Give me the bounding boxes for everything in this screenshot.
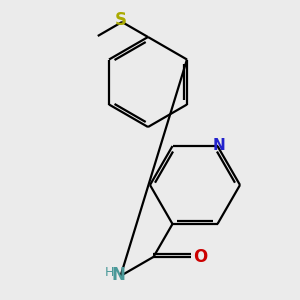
Text: O: O <box>194 248 208 266</box>
Text: H: H <box>105 266 114 279</box>
Text: N: N <box>112 266 125 284</box>
Text: N: N <box>212 137 225 152</box>
Text: S: S <box>115 11 127 29</box>
